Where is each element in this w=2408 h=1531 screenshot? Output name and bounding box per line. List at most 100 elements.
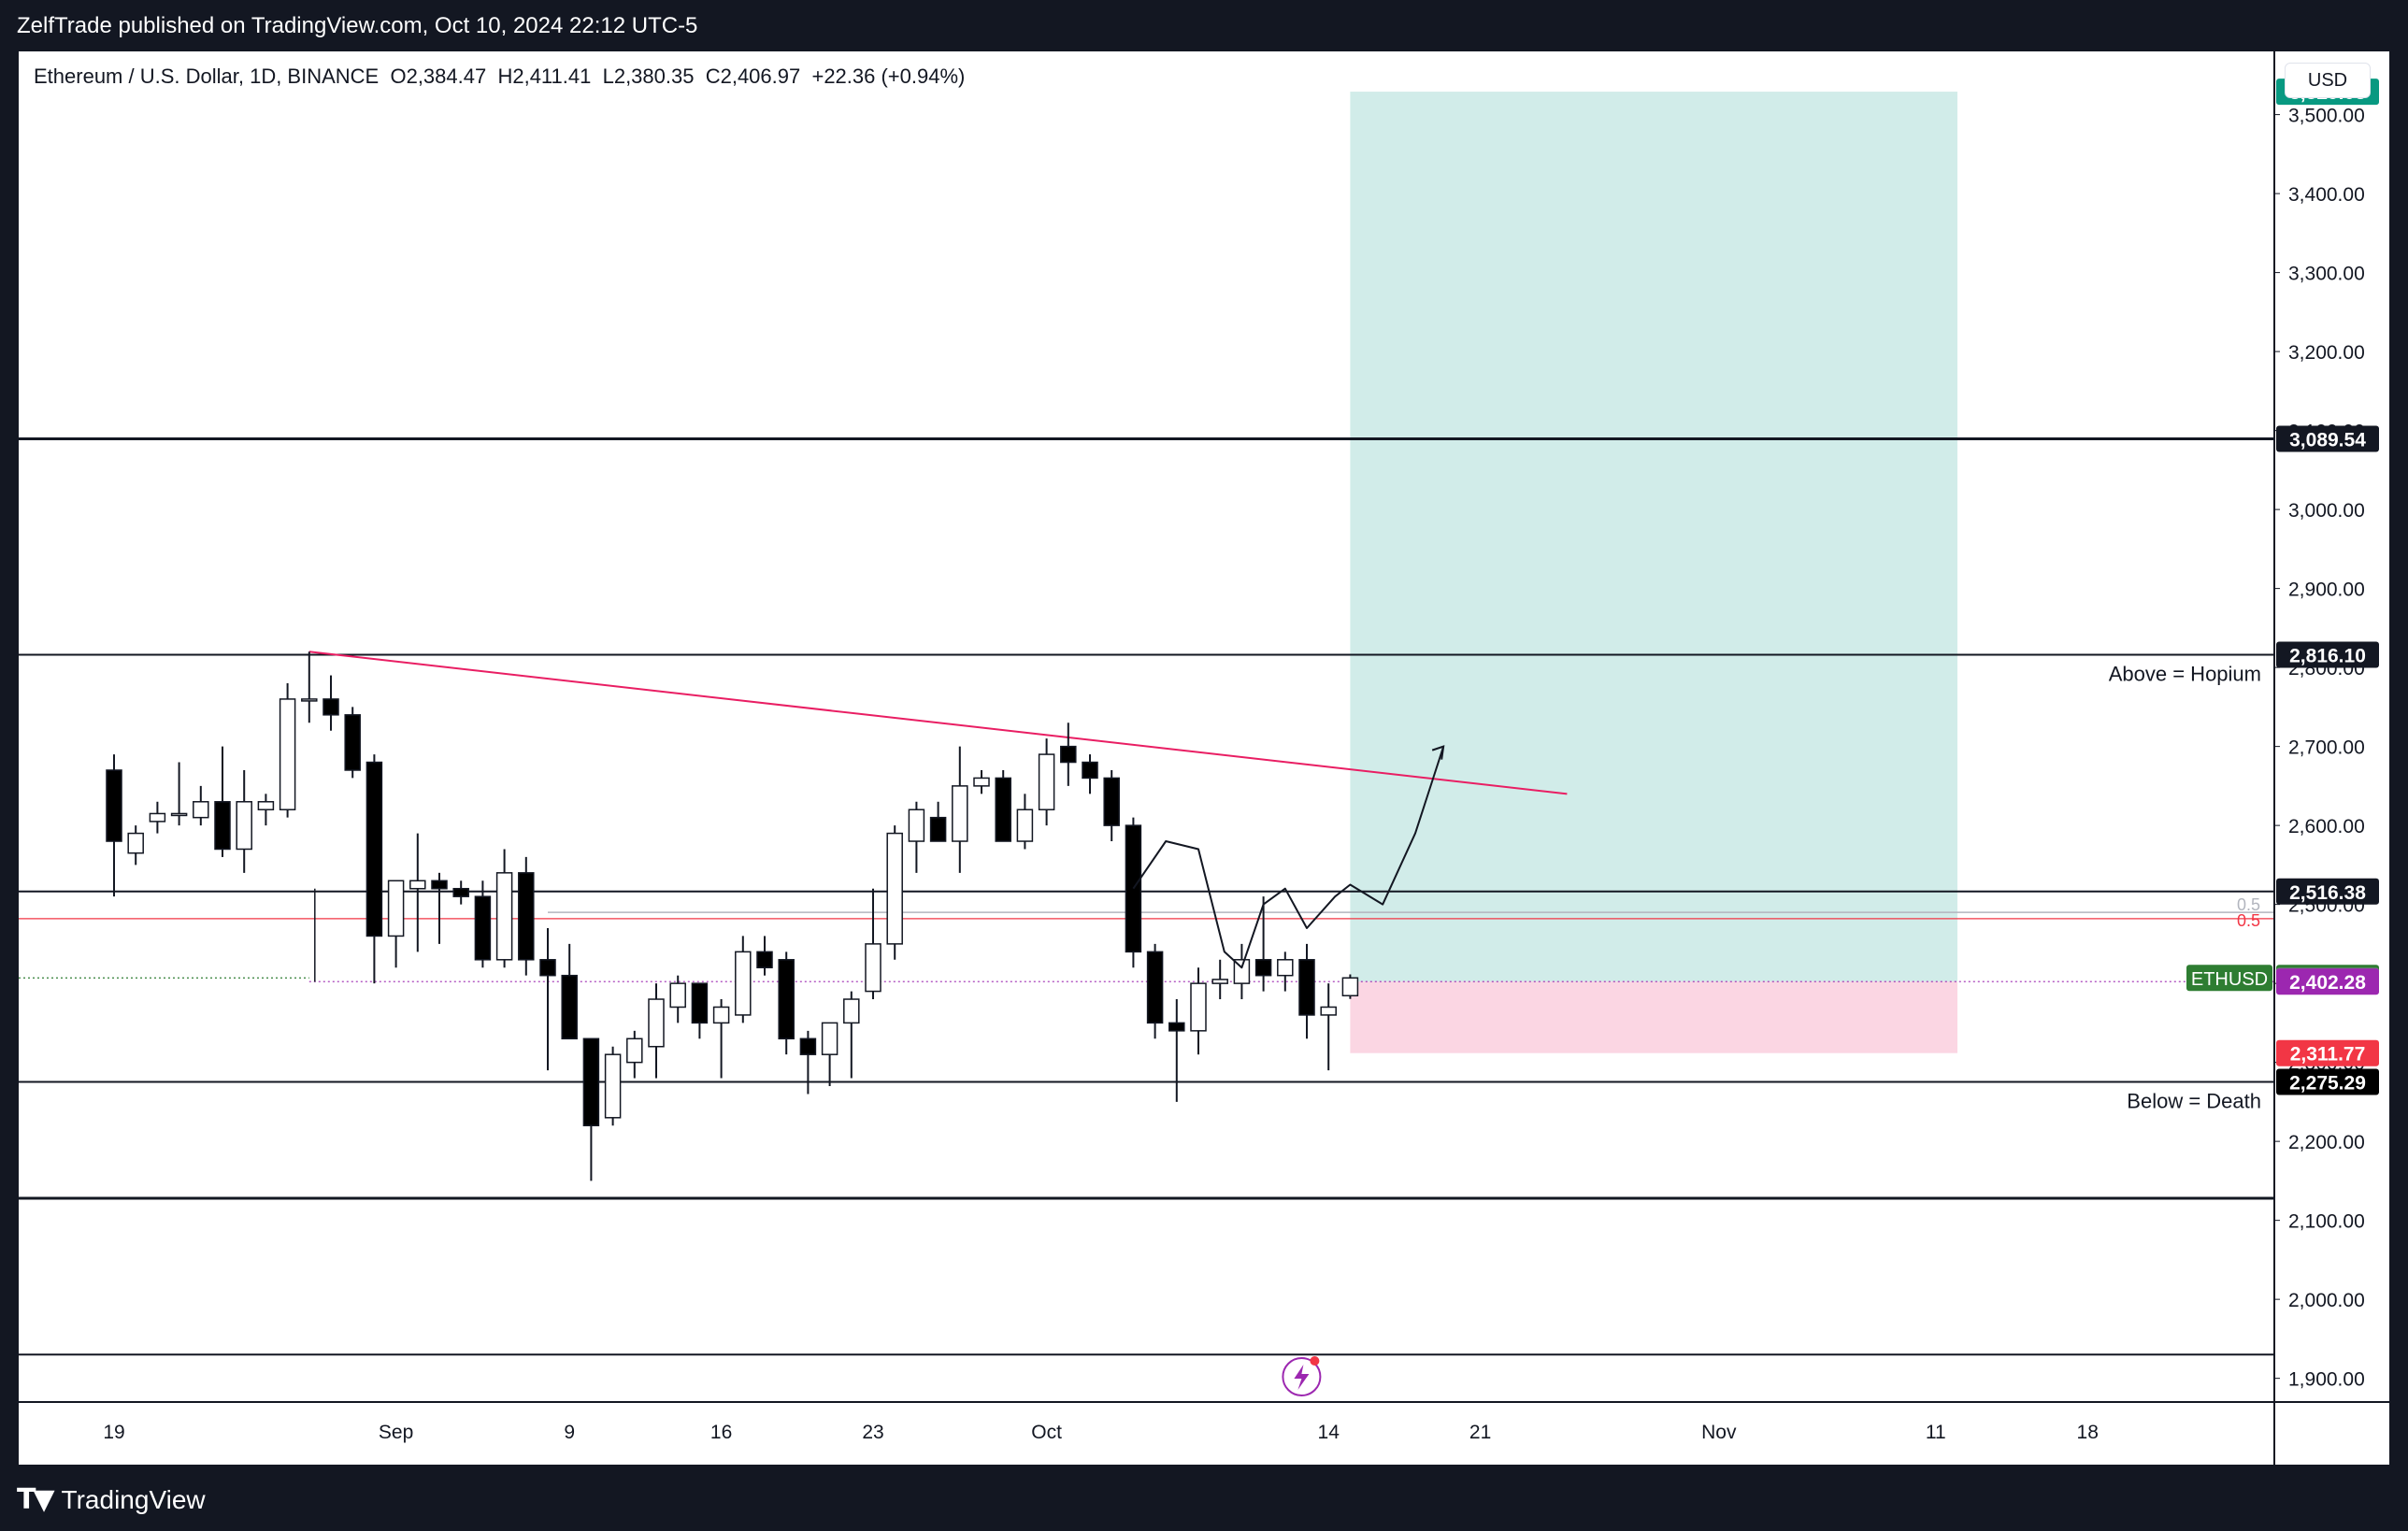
tradingview-brand: TradingView (61, 1484, 206, 1514)
candle-body (1103, 777, 1120, 826)
candle-body (952, 785, 968, 842)
candle-body (495, 872, 513, 961)
time-tick-label: 16 (710, 1422, 732, 1443)
symbol-tag (2186, 965, 2272, 992)
candle-body (865, 943, 882, 993)
candle-body (669, 982, 686, 1009)
price-label-text: 2,275.29 (2289, 1073, 2366, 1095)
price-label-text: 2,402.28 (2289, 972, 2366, 994)
symbol-tag-text: ETHUSD (2191, 969, 2268, 990)
candle-body (1211, 979, 1228, 984)
candle-body (1233, 959, 1251, 984)
currency-selector[interactable]: USD (2285, 63, 2371, 98)
price-tick-label: 2,700.00 (2288, 737, 2365, 759)
price-label-tag (2276, 1068, 2379, 1095)
candle-body (474, 895, 492, 961)
candle-body (843, 998, 860, 1024)
candle-body (886, 832, 903, 945)
candle-body (106, 769, 122, 842)
candle-body (1082, 761, 1098, 780)
price-label-text: 2,816.10 (2289, 646, 2366, 667)
time-tick-label: 18 (2077, 1422, 2099, 1443)
candle-body (344, 714, 361, 771)
candle-body (756, 951, 773, 968)
time-tick-label: Oct (1031, 1422, 1062, 1443)
time-tick-label: 21 (1469, 1422, 1491, 1443)
candle-body (387, 880, 405, 937)
candle-body (539, 959, 556, 977)
candle-body (1168, 1022, 1185, 1032)
candle-body (648, 998, 665, 1048)
price-tick-label: 2,200.00 (2288, 1132, 2365, 1153)
publish-header: ZelfTrade published on TradingView.com, … (0, 0, 2408, 51)
ohlc-low: L2,380.35 (602, 64, 695, 88)
candle-body (821, 1022, 838, 1055)
price-label-tag (2276, 968, 2379, 995)
candle-body (1060, 745, 1077, 764)
ohlc-close: C2,406.97 (705, 64, 801, 88)
candle-body (452, 887, 469, 897)
projected-path-arrowhead (1431, 745, 1445, 760)
target-zone (1350, 92, 1957, 982)
candle-body (170, 812, 188, 817)
price-label-tag (2276, 1039, 2379, 1066)
candle-body (1254, 959, 1272, 977)
candle-body (518, 872, 535, 961)
candle-body (1277, 959, 1294, 977)
candle-body (214, 801, 231, 851)
candle-body (735, 951, 752, 1016)
price-tick-label: 1,900.00 (2288, 1369, 2365, 1391)
chart-area[interactable]: 0.5 0.5 Above = Hopium Below = Death 1,900.0… (19, 51, 2389, 1465)
candle-body (409, 880, 426, 890)
price-tick-label: 3,400.00 (2288, 184, 2365, 206)
candle-body (712, 1006, 730, 1024)
candle-body (149, 812, 166, 823)
candle-body (929, 816, 947, 842)
candle-body (995, 777, 1011, 842)
tradingview-logo[interactable]: T▼ TradingView (17, 1483, 206, 1516)
time-tick-label: 14 (1318, 1422, 1340, 1443)
candlestick-chart[interactable]: 0.50.5 Above = Hopium Below = Death 1,900.0… (19, 51, 2389, 1465)
candle-body (604, 1053, 622, 1119)
fib-label: 0.5 (2237, 895, 2260, 914)
price-tick-label: 2,900.00 (2288, 579, 2365, 601)
candle-body (1016, 808, 1034, 842)
fib-label-red: 0.5 (2237, 911, 2260, 930)
candle-body (1341, 977, 1359, 997)
symbol-name: Ethereum / U.S. Dollar, 1D, BINANCE (34, 64, 380, 88)
time-tick-label: 19 (103, 1422, 124, 1443)
price-tick-label: 2,600.00 (2288, 816, 2365, 837)
candle-body (236, 801, 252, 851)
candle-body (1038, 753, 1055, 810)
candle-body (973, 777, 990, 787)
notification-dot-icon (1310, 1356, 1320, 1366)
resistance-trendline (308, 651, 1568, 795)
time-tick-label: 23 (862, 1422, 883, 1443)
ohlc-change: +22.36 (+0.94%) (811, 64, 966, 88)
level-annotation: Above = Hopium (2109, 663, 2261, 686)
price-label-tag (2276, 878, 2379, 905)
price-tick-label: 2,100.00 (2288, 1211, 2365, 1233)
time-tick-label: 11 (1926, 1422, 1946, 1443)
candle-body (257, 801, 275, 810)
candle-body (1298, 959, 1315, 1016)
candle-body (193, 801, 209, 819)
candle-body (1125, 824, 1142, 953)
candle-body (582, 1037, 600, 1126)
candle-body (799, 1037, 817, 1055)
candle-body (626, 1037, 643, 1064)
level-annotation: Below = Death (2127, 1090, 2261, 1113)
projected-path (1132, 746, 1445, 969)
price-tick-label: 2,000.00 (2288, 1290, 2365, 1311)
price-label-text: 2,516.38 (2289, 882, 2366, 904)
price-tick-label: 3,000.00 (2288, 500, 2365, 522)
price-label-text: 2,311.77 (2290, 1044, 2366, 1066)
candle-body (561, 974, 578, 1040)
candle-body (322, 698, 339, 716)
ohlc-high: H2,411.41 (497, 64, 592, 88)
price-tick-label: 3,200.00 (2288, 342, 2365, 364)
ohlc-open: O2,384.47 (390, 64, 487, 88)
symbol-legend: Ethereum / U.S. Dollar, 1D, BINANCE O2,3… (34, 64, 965, 89)
time-tick-label: 9 (564, 1422, 575, 1443)
footer-bar: T▼ TradingView (0, 1465, 2408, 1531)
